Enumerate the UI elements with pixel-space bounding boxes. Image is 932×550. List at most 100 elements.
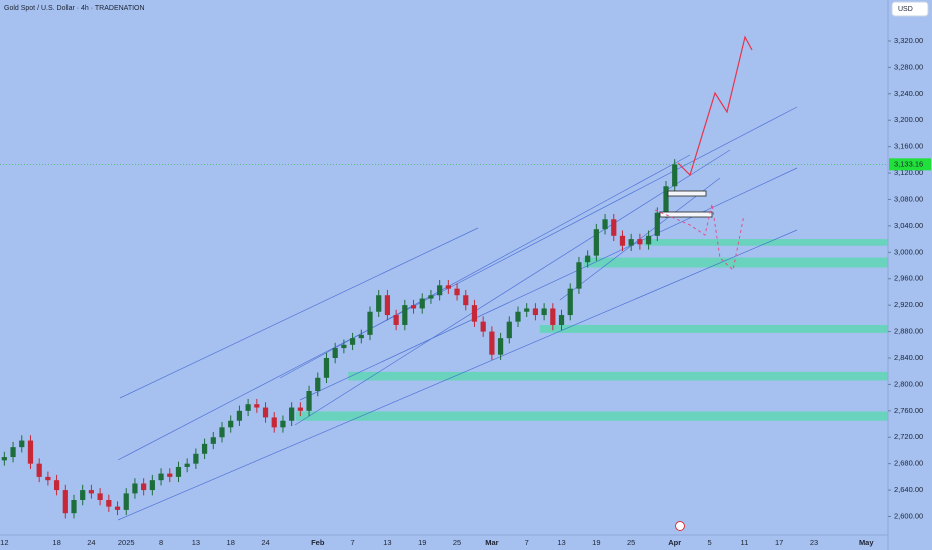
- y-tick-label: 3,160.00: [894, 142, 923, 151]
- candle-body: [358, 334, 364, 339]
- trend-line: [294, 149, 731, 426]
- candle-body: [593, 229, 599, 256]
- y-tick-label: 2,600.00: [894, 511, 923, 520]
- candle-body: [524, 308, 530, 312]
- currency-label: USD: [898, 6, 913, 13]
- last-price-badge: [889, 158, 931, 171]
- candle-body: [515, 311, 521, 322]
- order-block: [659, 211, 713, 218]
- candle-body: [672, 164, 678, 187]
- candle-body: [384, 295, 391, 316]
- candle-body: [210, 437, 216, 444]
- candle-body: [114, 506, 121, 510]
- y-tick-label: 2,680.00: [894, 459, 923, 468]
- candle-body: [602, 219, 608, 230]
- candle-body: [576, 262, 582, 289]
- y-tick-label: 2,800.00: [894, 379, 923, 388]
- candle-body: [184, 463, 190, 467]
- y-tick-label: 3,040.00: [894, 221, 923, 230]
- candle-body: [541, 308, 547, 316]
- y-tick-label: 3,320.00: [894, 36, 923, 45]
- event-icon[interactable]: [675, 521, 685, 531]
- candle-body: [323, 357, 330, 378]
- trend-line: [119, 227, 479, 399]
- candle-body: [27, 440, 34, 464]
- candle-body: [663, 186, 669, 213]
- x-tick-label: 19: [592, 538, 600, 547]
- currency-button[interactable]: [891, 1, 929, 17]
- candle-body: [645, 235, 652, 245]
- projection-path: [677, 35, 753, 177]
- candle-body: [158, 473, 164, 481]
- last-price-label: 3,133.16: [894, 159, 923, 168]
- candle-body: [306, 391, 312, 411]
- x-tick-label: Feb: [311, 538, 325, 547]
- support-zone: [583, 257, 888, 268]
- candle-body: [532, 308, 539, 316]
- candle-body: [497, 338, 504, 355]
- candle-body: [454, 288, 460, 296]
- alt-projection-path: [654, 203, 745, 271]
- candle-body: [558, 315, 565, 325]
- candle-body: [228, 420, 234, 428]
- candle-body: [419, 298, 425, 309]
- y-tick-label: 3,120.00: [894, 168, 923, 177]
- candle-body: [45, 476, 51, 481]
- candle-body: [402, 305, 408, 325]
- x-tick-label: 2025: [118, 538, 135, 547]
- candle-body: [123, 493, 129, 510]
- candle-body: [271, 417, 277, 428]
- candle-body: [393, 315, 399, 325]
- x-tick-label: Apr: [668, 538, 681, 547]
- candle-body: [585, 255, 591, 263]
- candle-body: [219, 427, 225, 438]
- candle-body: [567, 288, 573, 316]
- zones: [296, 239, 888, 421]
- candle-body: [315, 377, 321, 392]
- candle-body: [428, 295, 434, 299]
- x-tick-label: 7: [351, 538, 355, 547]
- candle-body: [132, 483, 138, 494]
- x-tick-label: 5: [707, 538, 711, 547]
- x-tick-label: 18: [52, 538, 60, 547]
- candle-body: [280, 420, 286, 428]
- x-tick-label: May: [859, 538, 874, 547]
- y-tick-label: 2,840.00: [894, 353, 923, 362]
- candle-body: [289, 407, 295, 421]
- candle-body: [619, 235, 626, 246]
- candle-body: [167, 473, 173, 477]
- candle-body: [149, 480, 155, 491]
- y-tick-label: 3,080.00: [894, 194, 923, 203]
- candle-body: [71, 499, 77, 514]
- x-tick-label: 13: [192, 538, 200, 547]
- y-tick-label: 2,880.00: [894, 327, 923, 336]
- candle-body: [463, 295, 469, 306]
- candle-body: [1, 457, 7, 461]
- x-tick-label: 25: [453, 538, 461, 547]
- candle-body: [10, 447, 16, 458]
- candle-body: [175, 466, 182, 477]
- x-tick-label: 24: [261, 538, 269, 547]
- candle-body: [376, 295, 382, 312]
- candle-body: [262, 407, 269, 418]
- candle-body: [254, 404, 260, 408]
- candle-body: [550, 308, 556, 325]
- candle-body: [367, 311, 373, 335]
- y-tick-label: 2,760.00: [894, 406, 923, 415]
- chart-title: Gold Spot / U.S. Dollar · 4h · TRADENATI…: [4, 5, 145, 12]
- x-tick-label: 23: [810, 538, 818, 547]
- support-zone: [644, 239, 888, 246]
- trend-line: [117, 229, 798, 521]
- candle-body: [97, 493, 103, 500]
- candle-body: [53, 480, 60, 491]
- candle-body: [62, 490, 68, 514]
- candle-body: [506, 321, 512, 339]
- candle-body: [628, 239, 634, 246]
- y-tick-label: 2,960.00: [894, 274, 923, 283]
- x-tick-label: 19: [418, 538, 426, 547]
- candle-body: [637, 239, 643, 245]
- candle-body: [88, 490, 95, 494]
- y-tick-label: 2,720.00: [894, 432, 923, 441]
